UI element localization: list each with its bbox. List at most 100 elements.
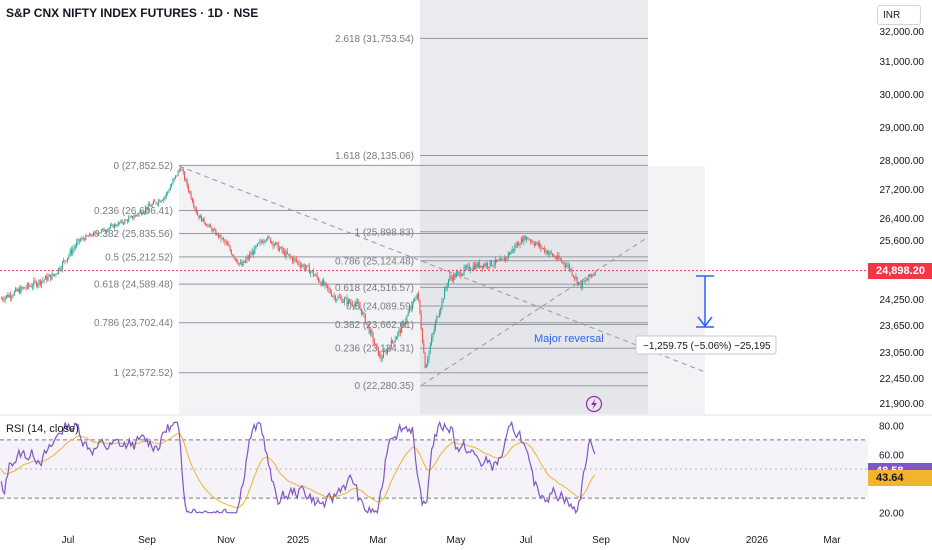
candle-body — [165, 192, 167, 197]
candle-body — [143, 212, 145, 214]
candle-body — [384, 350, 386, 352]
candle-body — [250, 254, 252, 256]
candle-body — [565, 264, 566, 267]
candle-body — [219, 235, 221, 237]
candle-body — [233, 255, 235, 259]
candle-body — [524, 236, 526, 240]
candle-body — [113, 224, 115, 228]
measure-label: −1,259.75 (−5.06%) −25,195 — [643, 341, 771, 352]
candle-body — [247, 257, 249, 259]
lightning-icon-ring[interactable] — [585, 395, 603, 413]
candle-body — [203, 218, 205, 223]
candle-body — [37, 284, 39, 287]
candle-body — [189, 191, 191, 193]
candle-body — [121, 220, 123, 223]
candle-body — [74, 246, 76, 248]
candle-body — [528, 239, 530, 241]
candle-body — [25, 288, 27, 289]
candle-body — [190, 192, 192, 199]
candle-body — [583, 281, 585, 282]
measure-box: −1,259.75 (−5.06%) −25,195 — [635, 335, 777, 355]
candle-body — [260, 240, 262, 242]
candle-body — [336, 299, 338, 301]
candle-body — [98, 233, 100, 235]
fib2-label: 0.236 (23,134.31) — [335, 344, 414, 355]
candle-body — [46, 276, 48, 281]
candle-body — [293, 258, 295, 262]
rsi-indicator-label[interactable]: RSI (14, close) — [6, 423, 79, 435]
candle-body — [329, 289, 331, 294]
candle-body — [119, 222, 121, 224]
price-tick-label: 25,600.00 — [880, 236, 925, 247]
candle-body — [342, 301, 344, 303]
fib2-label: 2.618 (31,753.54) — [335, 34, 414, 45]
candle-body — [19, 289, 20, 294]
candle-body — [78, 239, 80, 241]
candle-body — [450, 276, 452, 278]
candle-body — [390, 340, 392, 349]
candle-body — [269, 237, 271, 243]
candle-body — [462, 273, 464, 276]
candle-body — [282, 250, 284, 252]
candle-body — [138, 212, 140, 216]
candle-body — [411, 302, 413, 309]
candle-body — [33, 280, 35, 287]
lightning-icon-bolt[interactable] — [591, 398, 597, 410]
candle-body — [539, 244, 540, 246]
lightning-icon[interactable] — [585, 395, 603, 413]
fib2-label: 0.786 (25,124.48) — [335, 256, 414, 267]
candle-body — [90, 233, 92, 236]
candle-body — [191, 198, 193, 203]
candle-body — [123, 222, 124, 224]
candle-body — [227, 242, 228, 246]
candle-body — [116, 225, 118, 227]
candle-body — [24, 287, 26, 289]
candle-body — [284, 250, 286, 257]
candle-body — [307, 265, 309, 267]
candle-body — [420, 313, 422, 330]
candle-body — [198, 215, 200, 219]
candle-body — [584, 280, 586, 282]
candle-body — [215, 230, 217, 235]
candle-body — [545, 250, 547, 253]
candle-body — [398, 329, 400, 333]
candle-body — [133, 217, 135, 219]
candle-body — [519, 244, 521, 246]
candle-body — [415, 298, 417, 301]
candle-body — [89, 233, 91, 237]
time-tick-label: Nov — [217, 535, 235, 546]
candle-body — [141, 211, 143, 215]
candle-body — [173, 178, 175, 181]
candle-body — [578, 282, 579, 284]
candle-body — [168, 190, 170, 192]
candle-body — [471, 269, 473, 270]
fib1-label: 0.236 (26,606.41) — [94, 206, 173, 217]
price-tick-label: 32,000.00 — [880, 27, 925, 38]
candle-body — [201, 215, 202, 222]
candle-body — [537, 242, 539, 246]
candle-body — [58, 267, 59, 274]
candle-body — [254, 246, 256, 255]
candle-body — [440, 308, 442, 313]
candle-body — [65, 260, 67, 262]
currency-selector[interactable]: INR — [877, 5, 921, 25]
candle-body — [236, 258, 238, 262]
candle-body — [483, 264, 485, 268]
candle-body — [197, 212, 199, 216]
candle-body — [449, 276, 451, 280]
candle-body — [544, 248, 546, 253]
candle-body — [154, 201, 156, 203]
candle-body — [155, 201, 157, 204]
candle-body — [139, 211, 141, 213]
candle-body — [129, 216, 131, 219]
candle-body — [333, 295, 335, 297]
candle-body — [26, 283, 28, 289]
candle-body — [591, 275, 592, 277]
candle-body — [515, 245, 517, 247]
candle-body — [87, 236, 89, 237]
candle-body — [594, 274, 596, 275]
candle-body — [371, 330, 373, 334]
candle-body — [167, 191, 169, 193]
candle-body — [137, 215, 139, 216]
candle-body — [484, 264, 486, 267]
